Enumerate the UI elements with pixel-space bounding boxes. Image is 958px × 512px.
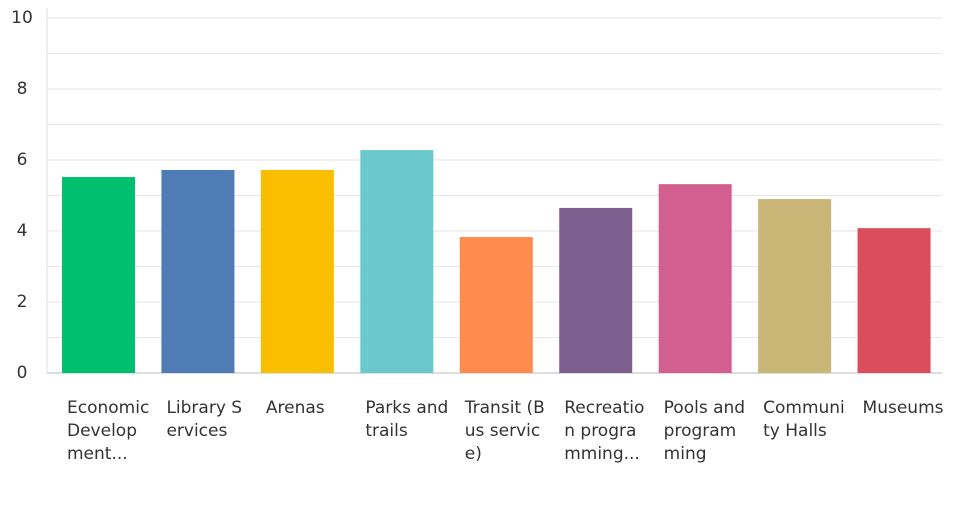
bar [459,237,533,373]
bar [260,169,334,373]
x-tick-label: Parks and trails [365,398,449,441]
y-tick-label: 2 [17,292,28,312]
x-tick-label: Pools and programming [663,398,746,464]
x-tick-label: Arenas [265,398,325,418]
bar [758,199,832,373]
x-tick-label: Recreation programming... [564,398,645,464]
bar [360,150,434,373]
bar [62,177,135,373]
y-tick-label: 0 [17,363,28,383]
y-tick-label: 10 [11,8,33,28]
x-tick-label: Museums [862,398,944,418]
x-tick-label: Community Halls [763,398,845,441]
x-tick-label: Economic Development... [67,398,150,464]
bar [658,184,732,373]
y-tick-label: 8 [17,79,28,99]
x-tick-label: Library Services [166,398,243,441]
bar [559,207,633,373]
bar [857,228,931,373]
y-tick-label: 6 [17,150,28,170]
y-tick-label: 4 [17,221,28,241]
bar [161,169,235,373]
x-tick-label: Transit (Bus service) [464,398,545,464]
